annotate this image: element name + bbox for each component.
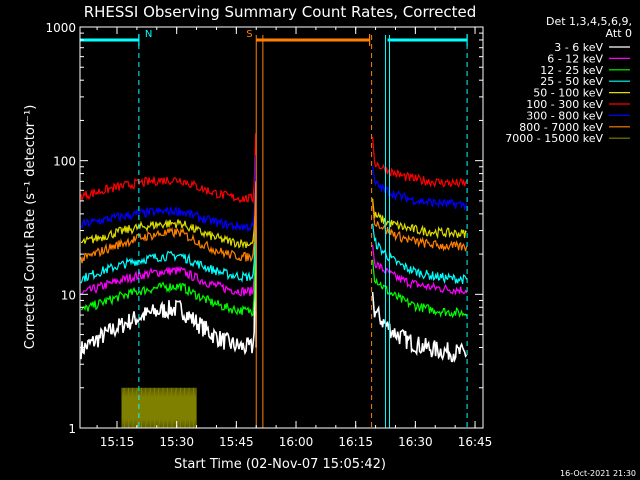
series-line (80, 181, 257, 284)
x-tick-label: 15:45 (219, 435, 254, 449)
y-tick-label: 1 (68, 422, 76, 436)
legend-label: 7000 - 15000 keV (505, 132, 603, 145)
x-axis-label: Start Time (02-Nov-07 15:05:42) (174, 457, 386, 472)
chart-title: RHESSI Observing Summary Count Rates, Co… (84, 3, 477, 21)
legend-label: 800 - 7000 keV (519, 121, 603, 134)
y-tick-label: 100 (53, 155, 76, 169)
legend-label: 6 - 12 keV (547, 52, 603, 65)
series-line (80, 133, 257, 204)
series-line (80, 190, 258, 360)
legend-label: 3 - 6 keV (554, 41, 603, 54)
series-line (80, 181, 257, 317)
x-tick-label: 15:15 (100, 435, 135, 449)
y-axis-label: Corrected Count Rate (s⁻¹ detector⁻¹) (23, 105, 38, 350)
axes: 15:15 15:30 15:45 16:00 16:15 16:30 16:45 1 10 10… (45, 21, 492, 449)
series-line (121, 387, 197, 429)
x-tick-label: 16:15 (338, 435, 373, 449)
x-tick-label: 16:00 (279, 435, 314, 449)
series-line (80, 155, 257, 233)
detector-list: Det 1,3,4,5,6,9, (546, 15, 632, 28)
y-tick-label: 1000 (45, 21, 76, 35)
plot-frame (79, 26, 484, 429)
x-tick-label: 15:30 (159, 435, 194, 449)
legend-label: 300 - 800 keV (526, 109, 603, 122)
legend-label: 12 - 25 keV (540, 64, 603, 77)
x-tick-label: 16:30 (398, 435, 433, 449)
flag-label: N (145, 29, 152, 40)
series-line (80, 181, 257, 297)
flag-label: S (246, 29, 252, 40)
legend-label: 100 - 300 keV (526, 98, 603, 111)
y-tick-label: 10 (61, 288, 76, 302)
attenuator-state: Att 0 (606, 27, 632, 40)
series-line (80, 181, 257, 264)
x-tick-label: 16:45 (458, 435, 493, 449)
plot-timestamp: 16-Oct-2021 21:30 (560, 469, 636, 478)
series-line (80, 181, 257, 249)
legend-label: 50 - 100 keV (533, 87, 603, 100)
legend-label: 25 - 50 keV (540, 75, 603, 88)
